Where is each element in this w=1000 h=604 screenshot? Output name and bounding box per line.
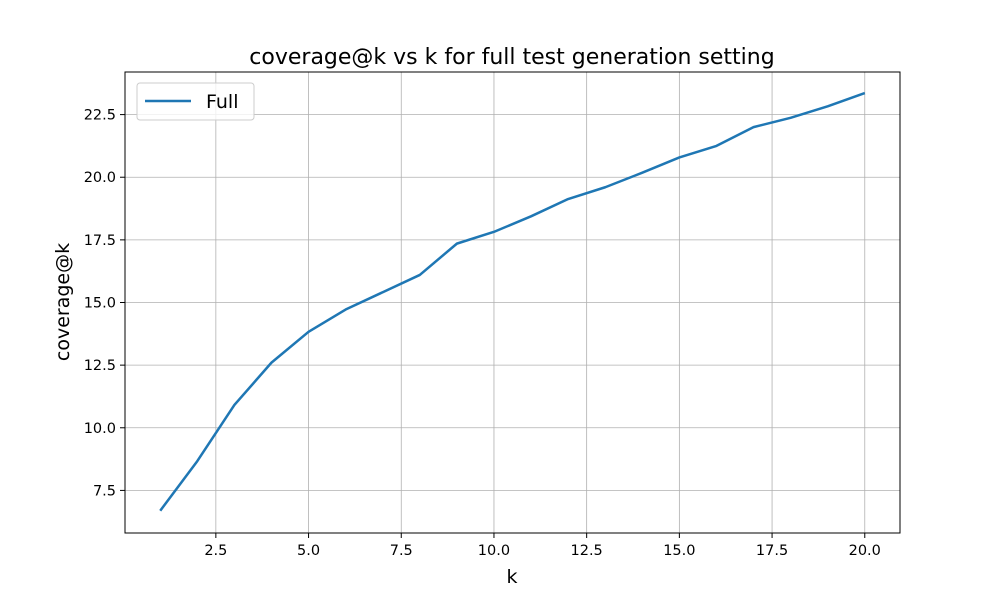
y-axis: 7.5 10.0 12.5 15.0 17.5 20.0 22.5 <box>84 108 125 500</box>
legend: Full <box>137 83 254 120</box>
x-axis-label: k <box>506 566 517 588</box>
x-tick-label: 17.5 <box>756 543 788 559</box>
x-tick-label: 5.0 <box>297 543 320 559</box>
y-tick-label: 15.0 <box>84 296 116 312</box>
y-tick-label: 12.5 <box>84 358 116 374</box>
x-tick-label: 7.5 <box>390 543 413 559</box>
chart-title: coverage@k vs k for full test generation… <box>249 45 774 70</box>
y-tick-label: 22.5 <box>84 108 116 124</box>
x-tick-label: 10.0 <box>478 543 510 559</box>
series-layer <box>160 93 865 511</box>
x-tick-label: 12.5 <box>571 543 603 559</box>
x-axis: 2.5 5.0 7.5 10.0 12.5 15.0 17.5 20.0 <box>204 533 881 559</box>
x-tick-label: 20.0 <box>849 543 881 559</box>
y-axis-label: coverage@k <box>52 243 74 361</box>
legend-label-full: Full <box>206 91 239 113</box>
y-tick-label: 10.0 <box>84 421 116 437</box>
series-line-full <box>160 93 865 511</box>
y-tick-label: 7.5 <box>93 483 116 499</box>
x-tick-label: 2.5 <box>204 543 227 559</box>
grid <box>125 72 900 533</box>
y-tick-label: 17.5 <box>84 233 116 249</box>
y-tick-label: 20.0 <box>84 170 116 186</box>
x-tick-label: 15.0 <box>663 543 695 559</box>
